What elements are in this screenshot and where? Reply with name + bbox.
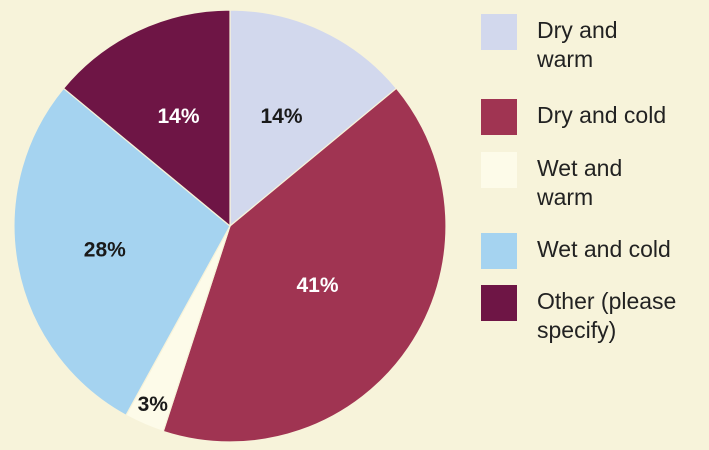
pie-slice-wet-cold: [13, 87, 231, 417]
slice-label-other: 14%: [157, 105, 199, 128]
legend-item-wet-cold: Wet and cold: [481, 233, 705, 269]
legend-swatch-dry-warm: [481, 14, 517, 50]
legend-label-dry-warm: Dry and warm: [537, 17, 618, 72]
legend-label-wet-warm: Wet and warm: [537, 155, 623, 210]
pie-slice-other: [62, 9, 231, 228]
legend-swatch-wet-cold: [481, 233, 517, 269]
slice-label-wet-cold: 28%: [84, 238, 126, 261]
legend-swatch-wet-warm: [481, 152, 517, 188]
pie-slice-dry-warm: [229, 9, 398, 228]
legend-item-other: Other (please specify): [481, 285, 705, 345]
pie-slice-dry-cold: [162, 87, 447, 443]
legend-swatch-other: [481, 285, 517, 321]
legend-item-wet-warm: Wet and warm: [481, 152, 705, 212]
legend-label-wet-cold: Wet and cold: [537, 236, 671, 262]
legend-swatch-dry-cold: [481, 99, 517, 135]
slice-label-wet-warm: 3%: [138, 393, 169, 416]
slice-label-dry-warm: 14%: [260, 105, 302, 128]
pie-chart-svg: 14% 41% 3% 28% 14%: [13, 9, 447, 443]
legend-item-dry-cold: Dry and cold: [481, 99, 705, 135]
legend-item-dry-warm: Dry and warm: [481, 14, 705, 74]
slice-label-dry-cold: 41%: [296, 274, 338, 297]
legend-label-other: Other (please specify): [537, 288, 677, 343]
legend-label-dry-cold: Dry and cold: [537, 102, 667, 128]
